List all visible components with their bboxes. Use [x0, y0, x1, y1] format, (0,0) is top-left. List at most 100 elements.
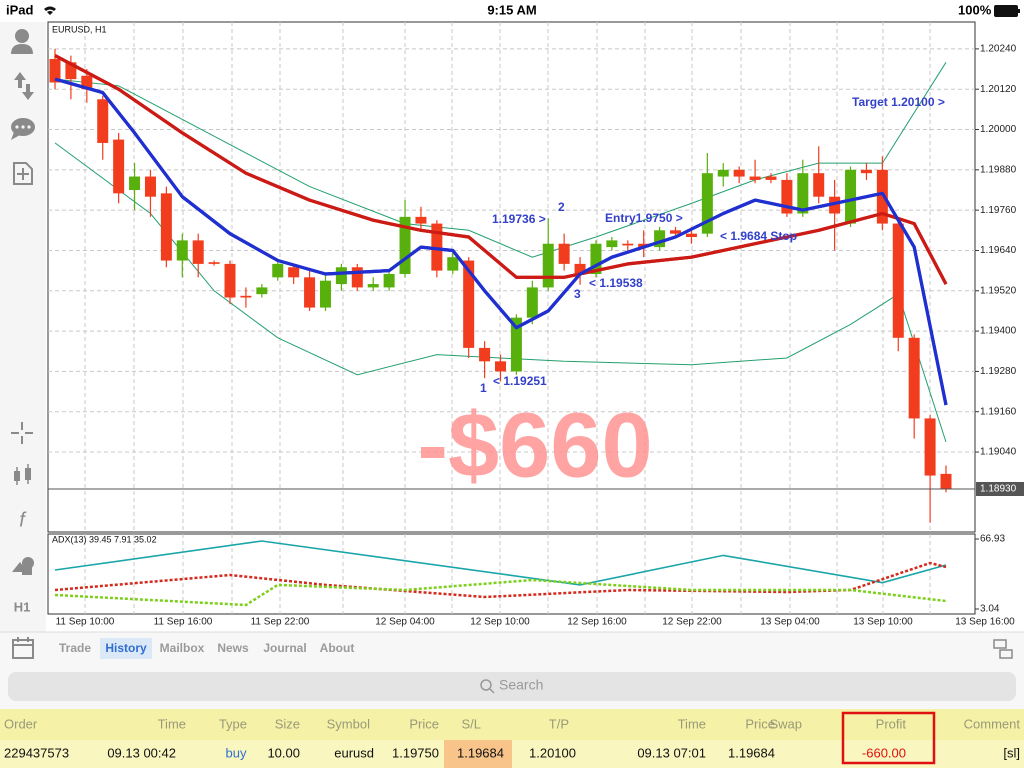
candle-body [319, 280, 331, 308]
candle-body [399, 216, 411, 274]
account-icon[interactable] [11, 29, 33, 54]
candle-body [813, 173, 825, 197]
adx-title: ADX(13) 39.45 7.91 35.02 [52, 534, 157, 544]
candle-body [129, 176, 141, 190]
search-field[interactable] [8, 672, 1016, 701]
column-header: Time [158, 716, 186, 731]
tab[interactable]: Journal [263, 641, 306, 655]
battery-level: 100% [958, 2, 992, 17]
table-cell: buy [226, 745, 247, 760]
indicators-icon[interactable]: f [19, 509, 27, 531]
new-order-icon[interactable] [13, 162, 33, 185]
battery-icon [994, 5, 1018, 17]
table-cell: 09.13 00:42 [107, 745, 176, 760]
sl-highlight [444, 740, 512, 768]
x-tick-label: 12 Sep 22:00 [662, 617, 722, 628]
history-table: Order Time Type Size Symbol Price S/L T/P Time Pr… [4, 716, 1020, 760]
indicator-line [54, 77, 948, 406]
candle-body [781, 179, 793, 214]
candle-body [304, 277, 316, 308]
x-tick-label: 11 Sep 22:00 [251, 617, 310, 628]
last-price-label: 1.18930 [980, 484, 1017, 495]
search-icon-handle [489, 688, 495, 694]
candle-body [845, 169, 857, 224]
y-tick-label: 66.93 [980, 534, 1005, 545]
candle-body [940, 473, 952, 489]
search-placeholder: Search [499, 677, 543, 693]
chart-annotation: 3 [574, 287, 581, 301]
candle-body [383, 273, 395, 288]
chart-annotation: Entry1.9750 > [605, 211, 683, 225]
candle-body [654, 230, 666, 248]
candle-body [351, 267, 363, 288]
candle-body [526, 287, 538, 318]
candle-body [208, 262, 220, 264]
calendar-icon[interactable] [12, 637, 34, 659]
candle-body [622, 243, 634, 246]
x-tick-label: 12 Sep 16:00 [567, 617, 627, 628]
objects-icon[interactable] [12, 557, 34, 575]
column-header: Comment [964, 716, 1021, 731]
column-header: Size [275, 716, 300, 731]
trade-icon[interactable] [14, 72, 34, 100]
carrier: iPad [6, 2, 34, 17]
candle-body [256, 287, 268, 295]
table-cell: -660.00 [862, 745, 906, 760]
left-toolbar [0, 22, 46, 632]
chart-type-icon[interactable] [14, 464, 31, 485]
tab[interactable]: Trade [59, 641, 91, 655]
candle-body [447, 257, 459, 271]
column-header: Time [678, 716, 706, 731]
y-tick-label: 1.19640 [980, 245, 1017, 256]
tab[interactable]: History [105, 641, 147, 655]
indicator-line [54, 54, 948, 285]
tab[interactable]: News [217, 641, 249, 655]
candle-body [733, 169, 745, 177]
candle-body [685, 233, 697, 238]
column-header: Type [219, 716, 247, 731]
adx-panel [47, 533, 976, 615]
plot: 1.18930 Target 1.20100 > 1.19736 > 2 Entry1.… [48, 48, 1024, 607]
column-header: S/L [461, 716, 481, 731]
chart-symbol: EURUSD, H1 [52, 24, 107, 34]
x-tick-label: 13 Sep 16:00 [955, 617, 1015, 628]
y-tick-label: 1.19760 [980, 205, 1017, 216]
candle-body [638, 243, 650, 248]
candle-body [606, 240, 618, 248]
tab[interactable]: Mailbox [160, 641, 205, 655]
candle-body [542, 243, 554, 288]
candle-body [510, 317, 522, 372]
chat-icon[interactable] [11, 118, 35, 140]
candle-body [558, 243, 570, 264]
candle-body [670, 230, 682, 234]
table-cell: 1.20100 [529, 745, 576, 760]
battery-tip [1018, 9, 1020, 13]
column-header: Swap [769, 716, 802, 731]
indicator-line [54, 540, 947, 586]
column-header: T/P [549, 716, 569, 731]
crosshair-icon[interactable] [11, 422, 33, 444]
candle-body [367, 284, 379, 288]
table-cell: 229437573 [4, 745, 69, 760]
tab-selected-bg [100, 638, 152, 659]
candle-body [415, 216, 427, 224]
tab[interactable]: About [320, 641, 355, 655]
x-tick-label: 13 Sep 10:00 [853, 617, 913, 628]
timeframe-button[interactable]: H1 [14, 599, 31, 614]
candle-body [144, 176, 156, 197]
candle-body [876, 169, 888, 224]
chart-annotation: 2 [558, 200, 565, 214]
x-tick-label: 12 Sep 04:00 [375, 617, 435, 628]
candle-body [224, 263, 236, 298]
layout-icon[interactable] [993, 639, 1013, 659]
candle-body [81, 75, 93, 90]
y-tick-label: 1.19400 [980, 326, 1017, 337]
candle-body [829, 196, 841, 214]
candle-body [160, 193, 172, 261]
candle-body [240, 295, 252, 298]
y-tick-label: 3.04 [980, 604, 1000, 615]
candle-body [924, 418, 936, 476]
chart-annotation: 1 [480, 381, 487, 395]
column-header: Price [409, 716, 439, 731]
